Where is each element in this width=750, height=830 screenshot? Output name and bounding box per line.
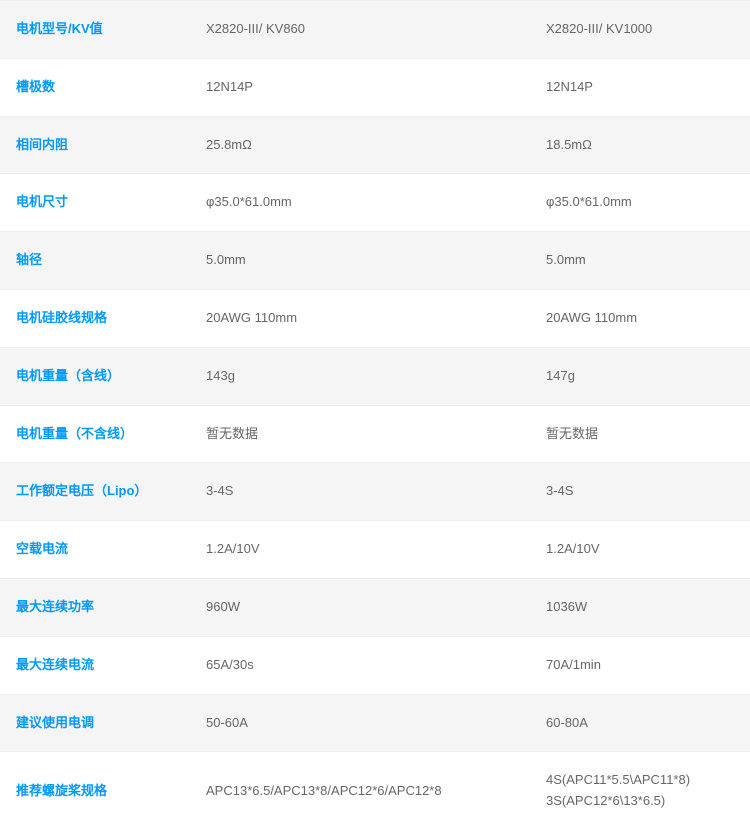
table-row: 电机型号/KV值 X2820-III/ KV860 X2820-III/ KV1… [0, 1, 750, 59]
table-row: 推荐螺旋桨规格 APC13*6.5/APC13*8/APC12*6/APC12*… [0, 752, 750, 830]
row-label: 建议使用电调 [0, 694, 190, 752]
row-value-kv860: 20AWG 110mm [190, 289, 530, 347]
table-row: 电机硅胶线规格 20AWG 110mm 20AWG 110mm [0, 289, 750, 347]
table-row: 电机重量（含线） 143g 147g [0, 347, 750, 405]
row-label: 电机重量（不含线） [0, 405, 190, 463]
table-row: 最大连续功率 960W 1036W [0, 578, 750, 636]
row-label: 空载电流 [0, 521, 190, 579]
row-label: 电机型号/KV值 [0, 1, 190, 59]
row-value-kv1000: 147g [530, 347, 750, 405]
row-value-kv860: 50-60A [190, 694, 530, 752]
row-value-kv860: 暂无数据 [190, 405, 530, 463]
row-value-kv1000: 20AWG 110mm [530, 289, 750, 347]
row-value-kv860: 3-4S [190, 463, 530, 521]
row-value-kv1000: 70A/1min [530, 636, 750, 694]
row-value-kv860: X2820-III/ KV860 [190, 1, 530, 59]
row-label: 工作额定电压（Lipo） [0, 463, 190, 521]
row-value-kv1000: 60-80A [530, 694, 750, 752]
row-value-kv860: 12N14P [190, 58, 530, 116]
row-value-kv860: 5.0mm [190, 232, 530, 290]
row-value-kv1000: 5.0mm [530, 232, 750, 290]
row-value-kv1000: 1.2A/10V [530, 521, 750, 579]
row-value-kv860: φ35.0*61.0mm [190, 174, 530, 232]
row-value-kv1000: φ35.0*61.0mm [530, 174, 750, 232]
row-label: 最大连续功率 [0, 578, 190, 636]
row-value-kv1000: 3-4S [530, 463, 750, 521]
row-value-kv860: 1.2A/10V [190, 521, 530, 579]
row-value-kv860: 25.8mΩ [190, 116, 530, 174]
table-row: 槽极数 12N14P 12N14P [0, 58, 750, 116]
row-label: 槽极数 [0, 58, 190, 116]
table-row: 空载电流 1.2A/10V 1.2A/10V [0, 521, 750, 579]
table-row: 相间内阻 25.8mΩ 18.5mΩ [0, 116, 750, 174]
row-value-kv860: 143g [190, 347, 530, 405]
table-row: 电机重量（不含线） 暂无数据 暂无数据 [0, 405, 750, 463]
table-row: 建议使用电调 50-60A 60-80A [0, 694, 750, 752]
row-label: 相间内阻 [0, 116, 190, 174]
table-row: 最大连续电流 65A/30s 70A/1min [0, 636, 750, 694]
row-label: 推荐螺旋桨规格 [0, 752, 190, 830]
row-label: 电机尺寸 [0, 174, 190, 232]
row-value-kv1000: 1036W [530, 578, 750, 636]
spec-table-body: 电机型号/KV值 X2820-III/ KV860 X2820-III/ KV1… [0, 1, 750, 830]
row-value-kv860: 960W [190, 578, 530, 636]
row-label: 电机重量（含线） [0, 347, 190, 405]
row-value-kv1000: 12N14P [530, 58, 750, 116]
row-label: 轴径 [0, 232, 190, 290]
row-value-kv860: 65A/30s [190, 636, 530, 694]
row-value-kv1000: 4S(APC11*5.5\APC11*8)3S(APC12*6\13*6.5) [530, 752, 750, 830]
spec-table: 电机型号/KV值 X2820-III/ KV860 X2820-III/ KV1… [0, 0, 750, 830]
row-label: 电机硅胶线规格 [0, 289, 190, 347]
row-label: 最大连续电流 [0, 636, 190, 694]
table-row: 轴径 5.0mm 5.0mm [0, 232, 750, 290]
table-row: 电机尺寸 φ35.0*61.0mm φ35.0*61.0mm [0, 174, 750, 232]
table-row: 工作额定电压（Lipo） 3-4S 3-4S [0, 463, 750, 521]
row-value-kv1000: X2820-III/ KV1000 [530, 1, 750, 59]
row-value-kv1000: 18.5mΩ [530, 116, 750, 174]
row-value-kv1000: 暂无数据 [530, 405, 750, 463]
row-value-kv860: APC13*6.5/APC13*8/APC12*6/APC12*8 [190, 752, 530, 830]
